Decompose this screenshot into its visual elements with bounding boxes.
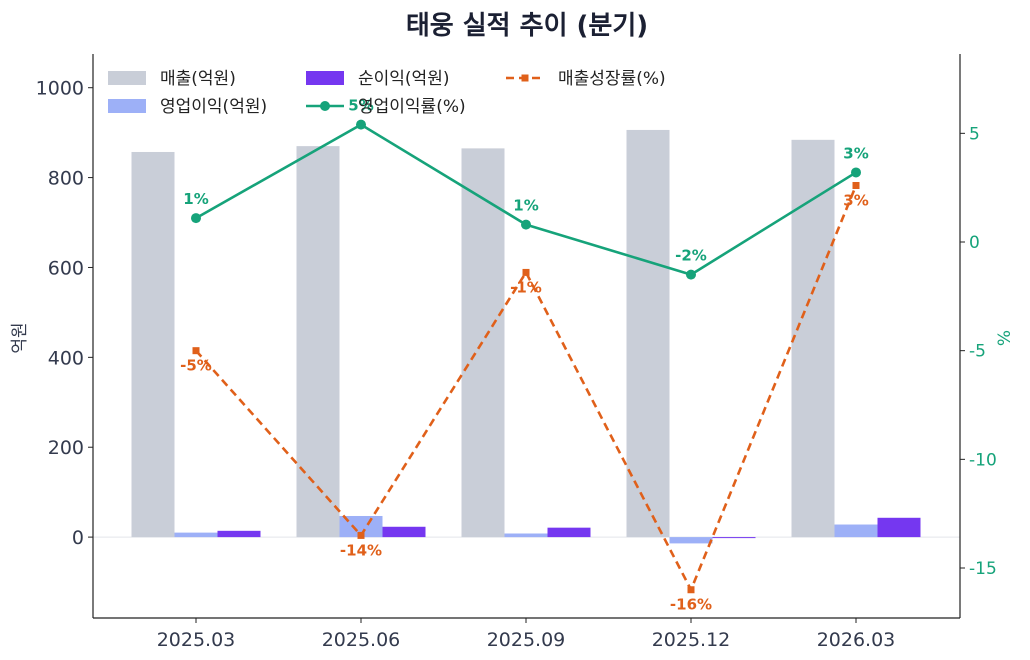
legend-label-bar-1: 영업이익(억원) — [160, 97, 267, 117]
point-s0-2 — [521, 219, 531, 230]
bar-s0-0 — [131, 151, 175, 538]
x-tick-label-3: 2025.12 — [652, 629, 731, 651]
legend-label-line-0: 영업이익률(%) — [358, 97, 466, 117]
legend-marker-0 — [320, 101, 330, 111]
data-label-s1-2: -1% — [510, 278, 542, 296]
bar-s2-1 — [382, 526, 426, 538]
bar-s1-4 — [834, 524, 878, 538]
data-label-s1-4: 3% — [843, 191, 868, 209]
data-label-s1-1: -14% — [340, 541, 382, 559]
point-s1-0 — [192, 347, 200, 355]
x-tick-label-2: 2025.09 — [487, 629, 566, 651]
right-tick-label-3: 0 — [969, 233, 980, 253]
left-tick-label-5: 1000 — [36, 78, 84, 100]
bar-s2-4 — [877, 517, 921, 538]
data-label-s0-1: 5% — [348, 97, 373, 115]
point-s0-0 — [191, 213, 201, 224]
bar-s2-0 — [217, 530, 261, 538]
left-tick-label-0: 0 — [72, 527, 84, 549]
data-label-s1-3: -16% — [670, 596, 712, 614]
bar-s0-1 — [296, 146, 340, 538]
bar-s1-3 — [669, 537, 713, 544]
x-tick-label-1: 2025.06 — [322, 629, 401, 651]
x-tick-label-4: 2026.03 — [817, 629, 896, 651]
chart-title: 태웅 실적 추이 (분기) — [406, 11, 648, 41]
left-tick-label-4: 800 — [48, 168, 84, 190]
data-label-s0-4: 3% — [843, 144, 868, 162]
right-tick-label-1: -10 — [969, 450, 997, 470]
data-label-s0-0: 1% — [183, 190, 208, 208]
data-label-s1-0: -5% — [180, 357, 212, 375]
left-tick-label-3: 600 — [48, 257, 84, 279]
legend-swatch-bar-2 — [306, 71, 344, 85]
point-s0-4 — [851, 167, 861, 178]
right-tick-label-2: -5 — [969, 342, 986, 362]
bar-s0-3 — [626, 129, 670, 538]
point-s1-2 — [522, 268, 530, 276]
y-axis-label: 억원 — [10, 322, 30, 353]
point-s0-3 — [686, 269, 696, 280]
right-tick-label-0: -15 — [969, 559, 997, 579]
bar-s2-2 — [547, 527, 591, 538]
legend-marker-1 — [521, 74, 529, 82]
bar-s1-1 — [339, 515, 383, 538]
bar-s1-2 — [504, 533, 548, 538]
right-tick-label-4: 5 — [969, 124, 980, 144]
y2-axis-label: % — [995, 330, 1015, 346]
point-s0-1 — [356, 119, 366, 130]
bar-s2-3 — [712, 537, 756, 539]
point-s1-1 — [357, 531, 365, 539]
legend: 매출(억원) 영업이익(억원) 순이익(억원) 영업이익률(%) 매출성장률(%) — [108, 69, 666, 117]
data-label-s0-2: 1% — [513, 197, 538, 215]
line-series-1 — [195, 184, 858, 592]
left-tick-label-1: 200 — [48, 437, 84, 459]
point-s1-3 — [687, 586, 695, 594]
bar-s0-4 — [791, 139, 835, 538]
legend-label-bar-0: 매출(억원) — [160, 69, 236, 89]
point-s1-4 — [852, 181, 860, 189]
legend-label-line-1: 매출성장률(%) — [558, 69, 666, 89]
legend-swatch-bar-1 — [108, 99, 146, 113]
legend-swatch-bar-0 — [108, 71, 146, 85]
bar-s1-0 — [174, 532, 218, 538]
legend-label-bar-2: 순이익(억원) — [358, 69, 449, 89]
left-tick-label-2: 400 — [48, 347, 84, 369]
x-tick-label-0: 2025.03 — [157, 629, 236, 651]
data-label-s0-3: -2% — [675, 247, 707, 265]
